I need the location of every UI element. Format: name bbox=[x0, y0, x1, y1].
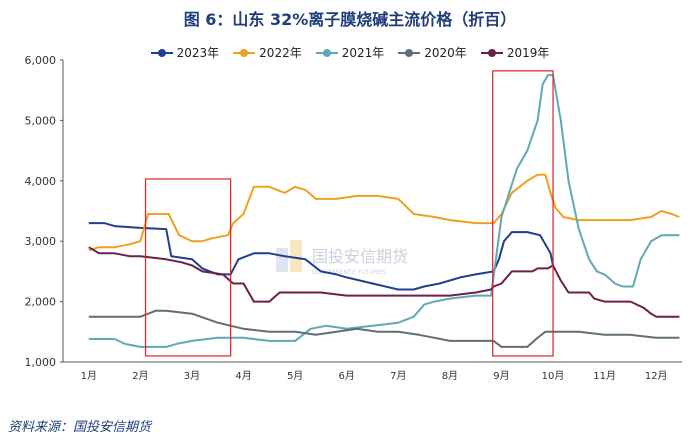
x-tick-label: 12月 bbox=[645, 370, 668, 382]
series-line-2022年 bbox=[88, 173, 680, 252]
legend-item: 2022年 bbox=[233, 44, 302, 61]
legend-item: 2020年 bbox=[398, 44, 467, 61]
x-tick-label: 4月 bbox=[235, 370, 251, 382]
chart-legend: 2023年 2022年 2021年 2020年 2019年 bbox=[0, 44, 700, 61]
chart-title: 图 6：山东 32%离子膜烧碱主流价格（折百） bbox=[183, 10, 517, 29]
y-tick-label: 6,000 bbox=[25, 54, 57, 67]
legend-item: 2019年 bbox=[480, 44, 550, 61]
x-tick-label: 9月 bbox=[493, 370, 509, 382]
highlight-box bbox=[492, 70, 554, 357]
legend-label: 2023年 bbox=[176, 46, 220, 60]
x-tick-label: 6月 bbox=[339, 370, 355, 382]
legend-label: 2019年 bbox=[506, 46, 550, 60]
x-tick-label: 5月 bbox=[287, 370, 303, 382]
legend-swatch-icon bbox=[480, 48, 503, 58]
series-line-2019年 bbox=[88, 246, 680, 318]
y-tick-label: 1,000 bbox=[25, 356, 57, 369]
series-line-2021年 bbox=[88, 74, 680, 348]
line-chart: 国投安信期货 SDIC ESSENCE FUTURES 1,000 2,000 3,00… bbox=[25, 54, 682, 382]
legend-item: 2023年 bbox=[150, 44, 220, 61]
series-line-2023年 bbox=[88, 222, 554, 291]
highlight-box bbox=[144, 178, 232, 357]
series-line-2020年 bbox=[88, 309, 680, 348]
legend-label: 2021年 bbox=[341, 46, 385, 60]
watermark-logo-icon bbox=[276, 248, 288, 272]
legend-swatch-icon bbox=[150, 48, 173, 58]
x-tick-label: 8月 bbox=[442, 370, 458, 382]
x-tick-label: 10月 bbox=[542, 370, 565, 382]
y-tick-label: 5,000 bbox=[25, 114, 57, 127]
watermark-logo-icon-part bbox=[290, 240, 302, 272]
legend-item: 2021年 bbox=[315, 44, 385, 61]
legend-swatch-icon bbox=[315, 48, 338, 58]
source-note: 资料来源：国投安信期货 bbox=[8, 420, 152, 435]
legend-swatch-icon bbox=[398, 48, 421, 58]
x-tick-label: 3月 bbox=[184, 370, 200, 382]
legend-swatch-icon bbox=[233, 48, 256, 58]
legend-label: 2022年 bbox=[259, 46, 302, 60]
x-tick-label: 11月 bbox=[593, 370, 616, 382]
y-tick-label: 4,000 bbox=[25, 175, 57, 188]
y-tick-label: 2,000 bbox=[25, 296, 57, 309]
x-tick-label: 2月 bbox=[132, 370, 148, 382]
watermark-name: 国投安信期货 bbox=[312, 247, 408, 266]
x-tick-label: 7月 bbox=[390, 370, 406, 382]
legend-label: 2020年 bbox=[424, 46, 467, 60]
watermark-subtitle: SDIC ESSENCE FUTURES bbox=[312, 269, 386, 276]
x-tick-label: 1月 bbox=[81, 370, 97, 382]
y-tick-label: 3,000 bbox=[25, 235, 57, 248]
